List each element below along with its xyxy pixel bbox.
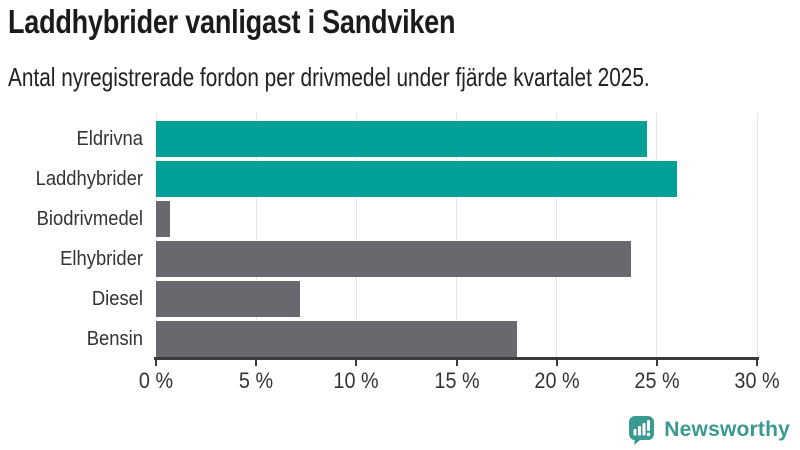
gridline xyxy=(355,113,357,358)
gridline xyxy=(756,113,758,358)
category-label: Elhybrider xyxy=(60,248,144,270)
bar xyxy=(156,321,517,357)
category-label: Diesel xyxy=(91,288,143,310)
x-tick-mark xyxy=(155,360,157,366)
category-label: Bensin xyxy=(86,328,143,350)
x-tick-mark xyxy=(555,360,558,366)
page-title: Laddhybrider vanligast i Sandviken xyxy=(8,3,456,40)
x-tick-label: 0 % xyxy=(138,368,174,393)
category-label: Eldrivna xyxy=(76,128,143,150)
bar xyxy=(156,161,677,197)
x-tick-label: 20 % xyxy=(534,368,580,393)
x-tick-label: 15 % xyxy=(433,368,480,393)
x-tick-label: 30 % xyxy=(734,368,780,393)
x-axis-line xyxy=(154,357,759,360)
newsworthy-logo: Newsworthy xyxy=(626,413,790,447)
x-tick-label: 10 % xyxy=(333,368,379,393)
x-tick-mark xyxy=(355,360,358,366)
x-tick-mark xyxy=(455,360,458,366)
gridline xyxy=(255,113,257,358)
page-subtitle: Antal nyregistrerade fordon per drivmede… xyxy=(8,62,650,92)
bar xyxy=(156,241,631,277)
x-tick-mark xyxy=(255,360,258,366)
x-tick-label: 5 % xyxy=(239,368,274,393)
x-tick-label: 25 % xyxy=(634,368,680,393)
brand-name: Newsworthy xyxy=(664,418,790,441)
gridline xyxy=(656,113,658,358)
bar xyxy=(156,281,301,317)
category-label: Biodrivmedel xyxy=(36,208,144,230)
bar xyxy=(156,201,171,237)
x-tick-mark xyxy=(756,360,758,366)
newsworthy-speech-bubble-bars-icon xyxy=(629,415,655,445)
category-label: Laddhybrider xyxy=(35,168,143,190)
bar xyxy=(156,121,647,157)
gridline xyxy=(456,113,457,358)
x-tick-mark xyxy=(655,360,658,366)
gridline xyxy=(556,113,558,358)
